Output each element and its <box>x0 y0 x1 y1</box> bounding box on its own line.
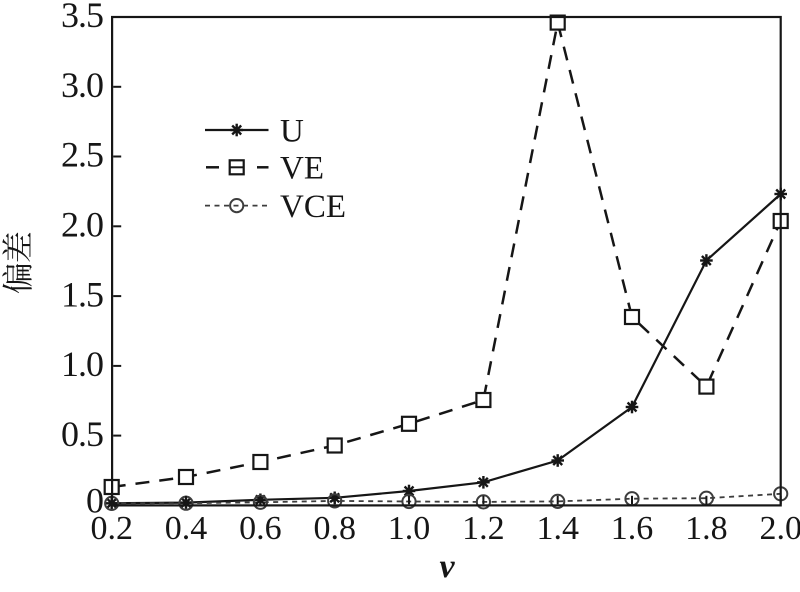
svg-text:2.0: 2.0 <box>759 510 800 547</box>
svg-text:U: U <box>280 113 304 149</box>
svg-text:1.8: 1.8 <box>685 510 728 547</box>
svg-text:1.2: 1.2 <box>462 510 505 547</box>
svg-text:2.5: 2.5 <box>61 135 103 175</box>
svg-text:0.4: 0.4 <box>165 510 208 547</box>
svg-text:VCE: VCE <box>280 189 346 225</box>
svg-text:1.4: 1.4 <box>536 510 579 547</box>
svg-text:3.5: 3.5 <box>61 0 103 35</box>
svg-text:1.0: 1.0 <box>388 510 431 547</box>
svg-text:1.6: 1.6 <box>611 510 654 547</box>
svg-text:0.8: 0.8 <box>313 510 356 547</box>
svg-text:0.5: 0.5 <box>61 414 103 454</box>
svg-text:1.0: 1.0 <box>61 344 103 384</box>
svg-text:0.2: 0.2 <box>90 510 133 547</box>
svg-text:v: v <box>439 548 455 585</box>
svg-text:VE: VE <box>280 151 324 187</box>
svg-text:2.0: 2.0 <box>61 205 103 245</box>
svg-text:0.6: 0.6 <box>239 510 282 547</box>
svg-text:0: 0 <box>86 480 103 520</box>
svg-text:3.0: 3.0 <box>61 65 103 105</box>
svg-text:1.5: 1.5 <box>61 274 103 314</box>
